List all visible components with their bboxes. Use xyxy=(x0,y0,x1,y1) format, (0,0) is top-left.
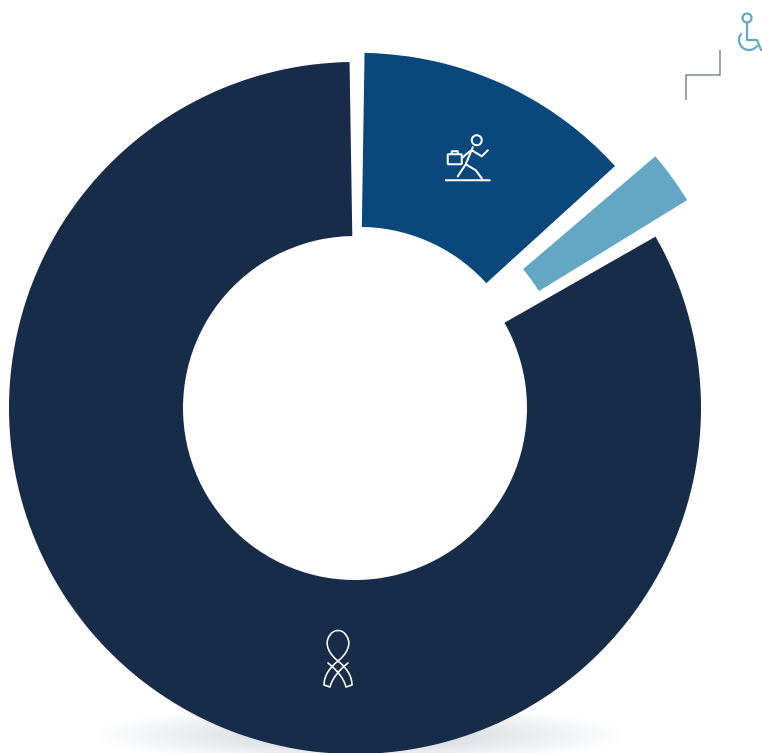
slices-group xyxy=(9,52,701,753)
donut-slice xyxy=(9,62,701,753)
wheelchair-icon xyxy=(737,12,762,52)
donut-slice xyxy=(361,52,616,284)
running-person-briefcase-icon xyxy=(444,134,491,182)
awareness-ribbon-icon xyxy=(323,629,353,688)
donut-slice xyxy=(523,156,688,292)
icons-group xyxy=(323,12,762,688)
callout-leader-line xyxy=(685,50,721,100)
